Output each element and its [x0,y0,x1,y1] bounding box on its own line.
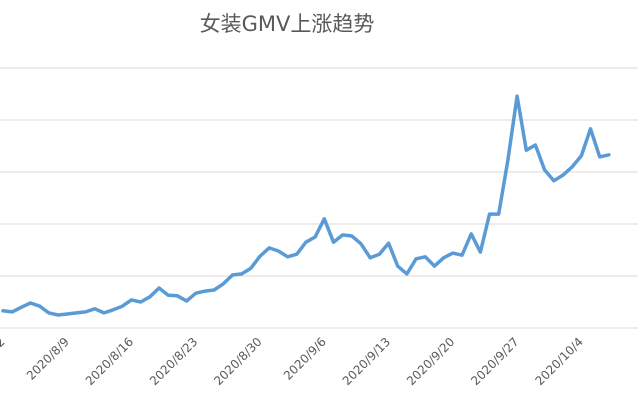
x-tick-label: 2020/9/13 [340,335,393,388]
x-tick-label: 2020/10/4 [533,335,586,388]
data-line [1,94,611,317]
x-tick-label: 2020/9/20 [404,335,457,388]
x-tick-label: 2020/8/16 [83,335,136,388]
x-tick-label: 2020/9/27 [468,335,521,388]
x-tick-label: 2020/9/6 [281,335,329,383]
x-tick-label: 2020/8/9 [24,335,72,383]
chart-title: 女装GMV上涨趋势 [200,12,375,36]
x-tick-label: 2020/8/23 [147,335,200,388]
x-tick-label: 2020/8/2 [0,335,8,383]
x-tick-label: 2020/8/30 [211,335,264,388]
